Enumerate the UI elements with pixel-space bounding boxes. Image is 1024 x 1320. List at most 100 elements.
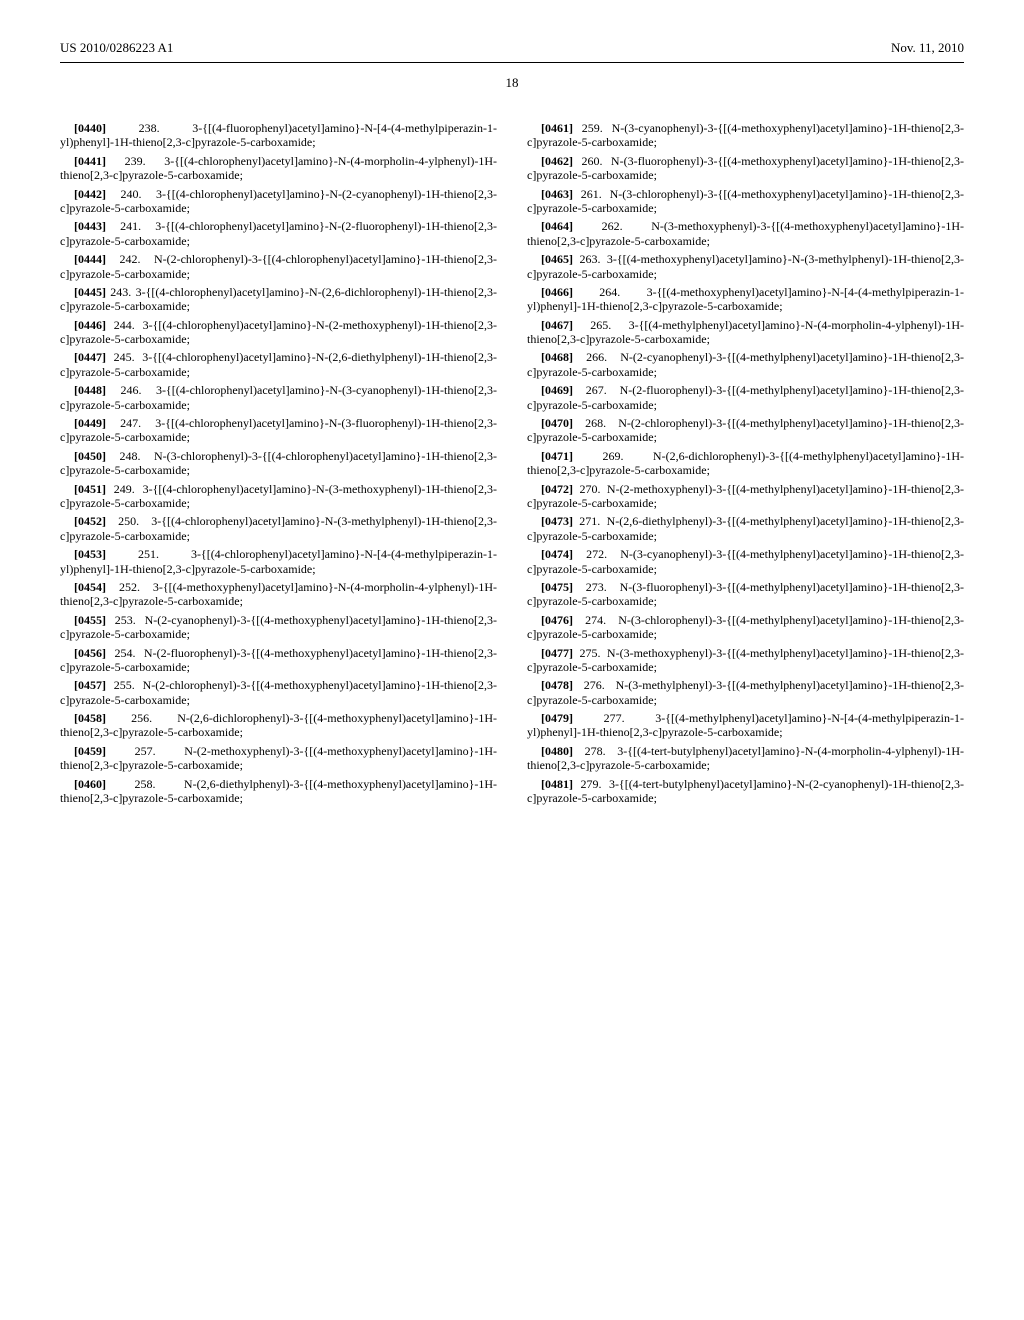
paragraph-text: 253. N-(2-cyanophenyl)-3-{[(4-methoxyphe…	[60, 613, 497, 641]
paragraph: [0443] 241. 3-{[(4-chlorophenyl)acetyl]a…	[60, 219, 497, 248]
paragraph-number: [0447]	[74, 350, 106, 364]
paragraph-number: [0463]	[541, 187, 573, 201]
paragraph: [0478] 276. N-(3-methylphenyl)-3-{[(4-me…	[527, 678, 964, 707]
paragraph-number: [0479]	[541, 711, 573, 725]
paragraph-number: [0468]	[541, 350, 573, 364]
paragraph-text: 275. N-(3-methoxyphenyl)-3-{[(4-methylph…	[527, 646, 964, 674]
paragraph: [0442] 240. 3-{[(4-chlorophenyl)acetyl]a…	[60, 187, 497, 216]
paragraph: [0470] 268. N-(2-chlorophenyl)-3-{[(4-me…	[527, 416, 964, 445]
paragraph-text: 276. N-(3-methylphenyl)-3-{[(4-methylphe…	[527, 678, 964, 706]
paragraph: [0444] 242. N-(2-chlorophenyl)-3-{[(4-ch…	[60, 252, 497, 281]
paragraph-text: 266. N-(2-cyanophenyl)-3-{[(4-methylphen…	[527, 350, 964, 378]
paragraph-number: [0448]	[74, 383, 106, 397]
paragraph-number: [0477]	[541, 646, 573, 660]
paragraph-text: 254. N-(2-fluorophenyl)-3-{[(4-methoxyph…	[60, 646, 497, 674]
paragraph: [0474] 272. N-(3-cyanophenyl)-3-{[(4-met…	[527, 547, 964, 576]
paragraph-text: 271. N-(2,6-diethylphenyl)-3-{[(4-methyl…	[527, 514, 964, 542]
paragraph-text: 274. N-(3-chlorophenyl)-3-{[(4-methylphe…	[527, 613, 964, 641]
paragraph: [0457] 255. N-(2-chlorophenyl)-3-{[(4-me…	[60, 678, 497, 707]
paragraph-text: 246. 3-{[(4-chlorophenyl)acetyl]amino}-N…	[60, 383, 497, 411]
right-column: [0461] 259. N-(3-cyanophenyl)-3-{[(4-met…	[527, 121, 964, 809]
paragraph: [0445] 243. 3-{[(4-chlorophenyl)acetyl]a…	[60, 285, 497, 314]
paragraph-number: [0453]	[74, 547, 106, 561]
paragraph-number: [0470]	[541, 416, 573, 430]
paragraph-number: [0475]	[541, 580, 573, 594]
paragraph-number: [0451]	[74, 482, 106, 496]
paragraph-number: [0449]	[74, 416, 106, 430]
paragraph-text: 259. N-(3-cyanophenyl)-3-{[(4-methoxyphe…	[527, 121, 964, 149]
paragraph: [0448] 246. 3-{[(4-chlorophenyl)acetyl]a…	[60, 383, 497, 412]
paragraph-text: 273. N-(3-fluorophenyl)-3-{[(4-methylphe…	[527, 580, 964, 608]
paragraph-number: [0444]	[74, 252, 106, 266]
paragraph-text: 250. 3-{[(4-chlorophenyl)acetyl]amino}-N…	[60, 514, 497, 542]
paragraph-text: 268. N-(2-chlorophenyl)-3-{[(4-methylphe…	[527, 416, 964, 444]
paragraph-text: 248. N-(3-chlorophenyl)-3-{[(4-chlorophe…	[60, 449, 497, 477]
paragraph: [0469] 267. N-(2-fluorophenyl)-3-{[(4-me…	[527, 383, 964, 412]
paragraph-number: [0443]	[74, 219, 106, 233]
paragraph-number: [0465]	[541, 252, 573, 266]
paragraph: [0468] 266. N-(2-cyanophenyl)-3-{[(4-met…	[527, 350, 964, 379]
paragraph-number: [0464]	[541, 219, 573, 233]
paragraph-number: [0466]	[541, 285, 573, 299]
paragraph-text: 261. N-(3-chlorophenyl)-3-{[(4-methoxyph…	[527, 187, 964, 215]
paragraph-text: 249. 3-{[(4-chlorophenyl)acetyl]amino}-N…	[60, 482, 497, 510]
paragraph-number: [0478]	[541, 678, 573, 692]
page-number: 18	[60, 75, 964, 91]
paragraph-number: [0452]	[74, 514, 106, 528]
paragraph-number: [0474]	[541, 547, 573, 561]
paragraph-text: 252. 3-{[(4-methoxyphenyl)acetyl]amino}-…	[60, 580, 497, 608]
paragraph-text: 279. 3-{[(4-tert-butylphenyl)acetyl]amin…	[527, 777, 964, 805]
paragraph: [0460] 258. N-(2,6-diethylphenyl)-3-{[(4…	[60, 777, 497, 806]
paragraph: [0455] 253. N-(2-cyanophenyl)-3-{[(4-met…	[60, 613, 497, 642]
paragraph-number: [0440]	[74, 121, 106, 135]
paragraph: [0476] 274. N-(3-chlorophenyl)-3-{[(4-me…	[527, 613, 964, 642]
paragraph-number: [0460]	[74, 777, 106, 791]
paragraph-text: 239. 3-{[(4-chlorophenyl)acetyl]amino}-N…	[60, 154, 497, 182]
paragraph-number: [0457]	[74, 678, 106, 692]
paragraph: [0475] 273. N-(3-fluorophenyl)-3-{[(4-me…	[527, 580, 964, 609]
paragraph-number: [0462]	[541, 154, 573, 168]
paragraph-number: [0480]	[541, 744, 573, 758]
paragraph-number: [0446]	[74, 318, 106, 332]
paragraph: [0465] 263. 3-{[(4-methoxyphenyl)acetyl]…	[527, 252, 964, 281]
paragraph-number: [0472]	[541, 482, 573, 496]
paragraph: [0473] 271. N-(2,6-diethylphenyl)-3-{[(4…	[527, 514, 964, 543]
paragraph-number: [0469]	[541, 383, 573, 397]
paragraph-text: 242. N-(2-chlorophenyl)-3-{[(4-chlorophe…	[60, 252, 497, 280]
paragraph-text: 238. 3-{[(4-fluorophenyl)acetyl]amino}-N…	[60, 121, 497, 149]
paragraph-number: [0473]	[541, 514, 573, 528]
paragraph: [0463] 261. N-(3-chlorophenyl)-3-{[(4-me…	[527, 187, 964, 216]
publication-number: US 2010/0286223 A1	[60, 40, 173, 56]
paragraph-number: [0459]	[74, 744, 106, 758]
publication-date: Nov. 11, 2010	[891, 40, 964, 56]
paragraph-text: 245. 3-{[(4-chlorophenyl)acetyl]amino}-N…	[60, 350, 497, 378]
paragraph: [0450] 248. N-(3-chlorophenyl)-3-{[(4-ch…	[60, 449, 497, 478]
paragraph-text: 264. 3-{[(4-methoxyphenyl)acetyl]amino}-…	[527, 285, 964, 313]
paragraph: [0447] 245. 3-{[(4-chlorophenyl)acetyl]a…	[60, 350, 497, 379]
paragraph-text: 251. 3-{[(4-chlorophenyl)acetyl]amino}-N…	[60, 547, 497, 575]
paragraph-text: 270. N-(2-methoxyphenyl)-3-{[(4-methylph…	[527, 482, 964, 510]
paragraph-text: 257. N-(2-methoxyphenyl)-3-{[(4-methoxyp…	[60, 744, 497, 772]
paragraph-text: 247. 3-{[(4-chlorophenyl)acetyl]amino}-N…	[60, 416, 497, 444]
paragraph-text: 240. 3-{[(4-chlorophenyl)acetyl]amino}-N…	[60, 187, 497, 215]
paragraph: [0456] 254. N-(2-fluorophenyl)-3-{[(4-me…	[60, 646, 497, 675]
paragraph-number: [0481]	[541, 777, 573, 791]
paragraph: [0481] 279. 3-{[(4-tert-butylphenyl)acet…	[527, 777, 964, 806]
paragraph: [0466] 264. 3-{[(4-methoxyphenyl)acetyl]…	[527, 285, 964, 314]
paragraph-text: 278. 3-{[(4-tert-butylphenyl)acetyl]amin…	[527, 744, 964, 772]
content-columns: [0440] 238. 3-{[(4-fluorophenyl)acetyl]a…	[60, 121, 964, 809]
paragraph-number: [0456]	[74, 646, 106, 660]
paragraph-number: [0458]	[74, 711, 106, 725]
paragraph-text: 269. N-(2,6-dichlorophenyl)-3-{[(4-methy…	[527, 449, 964, 477]
paragraph-text: 243. 3-{[(4-chlorophenyl)acetyl]amino}-N…	[60, 285, 497, 313]
paragraph-text: 265. 3-{[(4-methylphenyl)acetyl]amino}-N…	[527, 318, 964, 346]
paragraph-text: 272. N-(3-cyanophenyl)-3-{[(4-methylphen…	[527, 547, 964, 575]
paragraph: [0452] 250. 3-{[(4-chlorophenyl)acetyl]a…	[60, 514, 497, 543]
paragraph-number: [0455]	[74, 613, 106, 627]
paragraph: [0462] 260. N-(3-fluorophenyl)-3-{[(4-me…	[527, 154, 964, 183]
paragraph: [0440] 238. 3-{[(4-fluorophenyl)acetyl]a…	[60, 121, 497, 150]
paragraph-number: [0441]	[74, 154, 106, 168]
paragraph-text: 277. 3-{[(4-methylphenyl)acetyl]amino}-N…	[527, 711, 964, 739]
page-header: US 2010/0286223 A1 Nov. 11, 2010	[60, 40, 964, 56]
paragraph-text: 267. N-(2-fluorophenyl)-3-{[(4-methylphe…	[527, 383, 964, 411]
